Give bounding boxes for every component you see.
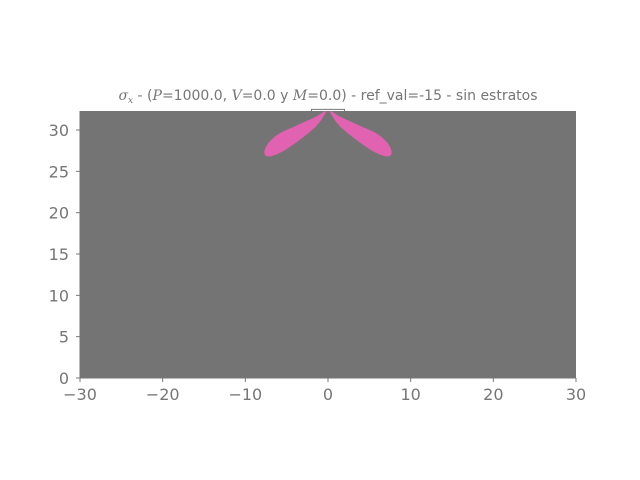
x-axis-ticks: −30 −20 −10 0 10 20 30 [63,378,586,404]
title-P: P [152,88,163,104]
y-tick-label: 30 [49,121,69,140]
y-tick-label: 10 [49,286,69,305]
load-strip [310,108,346,111]
title-V: V [232,88,244,104]
title-part1: - ( [133,88,152,104]
y-tick-label: 0 [59,369,69,388]
chart-title: σx - (P=1000.0, V=0.0 y M=0.0) - ref_val… [118,88,537,106]
x-tick-label: 30 [566,385,586,404]
plot-background [80,111,576,378]
y-tick-label: 15 [49,245,69,264]
left-lobe [264,110,327,157]
x-tick-label: −10 [228,385,262,404]
y-tick-label: 25 [49,162,69,181]
x-tick-label: 10 [400,385,420,404]
y-axis-ticks: 0 5 10 15 20 25 30 [49,121,80,388]
title-sigma: σ [118,88,128,104]
title-sigma-sub: x [128,96,133,106]
right-lobe [329,110,392,157]
title-M: M [292,88,308,104]
x-tick-label: 0 [323,385,333,404]
x-tick-label: −20 [146,385,180,404]
title-P-value: =1000.0, [162,88,232,104]
x-tick-label: 20 [483,385,503,404]
x-tick-label: −30 [63,385,97,404]
y-tick-label: 20 [49,204,69,223]
y-tick-label: 5 [59,328,69,347]
title-M-value: =0.0) - ref_val=-15 - sin estratos [307,88,537,104]
title-V-value: =0.0 y [242,88,293,104]
contour-regions [264,110,392,157]
